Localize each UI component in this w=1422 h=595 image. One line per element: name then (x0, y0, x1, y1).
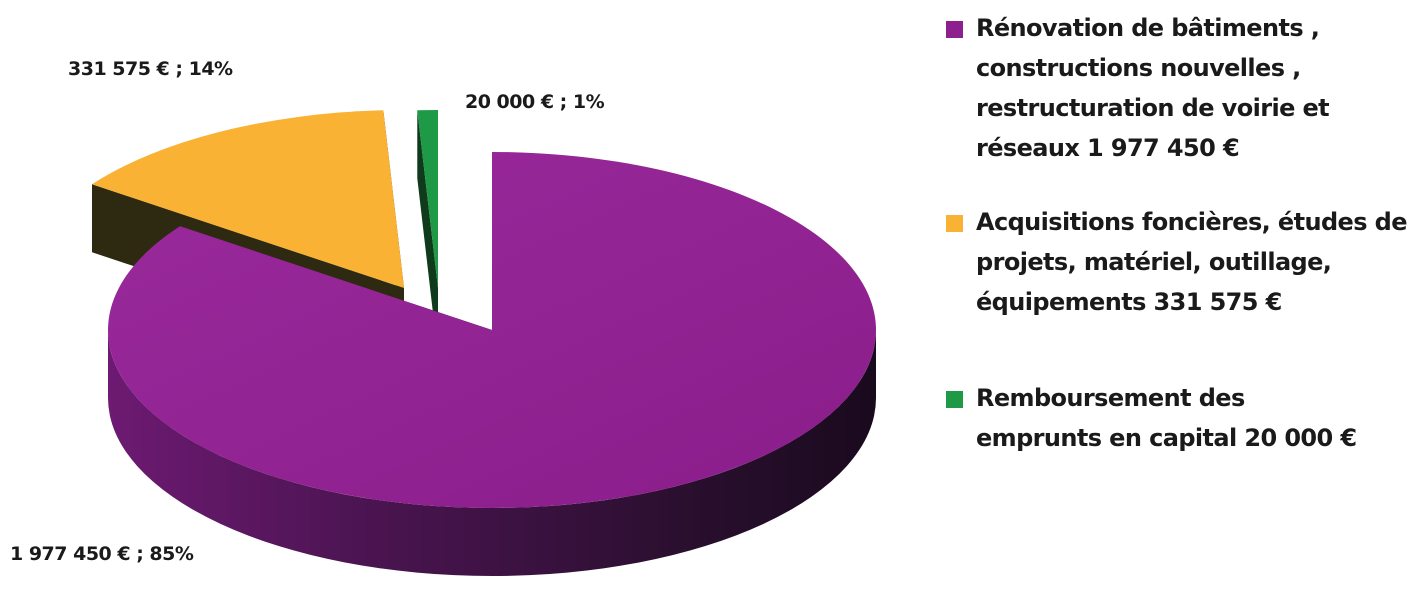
legend-item-acquisitions: Acquisitions foncières, études de projet… (940, 202, 1420, 322)
pie-chart: 331 575 € ; 14% 20 000 € ; 1% 1 977 450 … (10, 58, 876, 576)
legend-swatch-green (946, 391, 963, 408)
legend-text-line: restructuration de voirie et (976, 94, 1330, 122)
legend-item-renovation: Rénovation de bâtiments , constructions … (940, 8, 1420, 168)
slice-acquisitions (91, 110, 404, 288)
data-label-acquisitions: 331 575 € ; 14% (68, 58, 233, 80)
slice-remboursement (417, 110, 438, 288)
legend-text-line: Rénovation de bâtiments , (976, 14, 1320, 42)
legend-text-line: Remboursement des (976, 384, 1245, 412)
legend-text-line: équipements 331 575 € (976, 288, 1282, 316)
legend-text-line: Acquisitions foncières, études de (976, 208, 1408, 236)
chart-legend: Rénovation de bâtiments , constructions … (940, 8, 1420, 458)
legend-text-line: réseaux 1 977 450 € (976, 134, 1240, 162)
legend-swatch-purple (946, 21, 963, 38)
legend-item-remboursement: Remboursement des emprunts en capital 20… (940, 378, 1420, 458)
legend-text-line: emprunts en capital 20 000 € (976, 424, 1357, 452)
slice-renovation-rim (108, 330, 876, 576)
pie-chart-svg (91, 110, 876, 576)
legend-text-line: projets, matériel, outillage, (976, 248, 1332, 276)
legend-text-line: constructions nouvelles , (976, 54, 1301, 82)
slice-remboursement-cut-face (417, 110, 438, 356)
data-label-remboursement: 20 000 € ; 1% (465, 91, 605, 113)
legend-swatch-orange (946, 215, 963, 232)
slice-renovation (107, 152, 876, 508)
data-label-renovation: 1 977 450 € ; 85% (10, 543, 194, 565)
